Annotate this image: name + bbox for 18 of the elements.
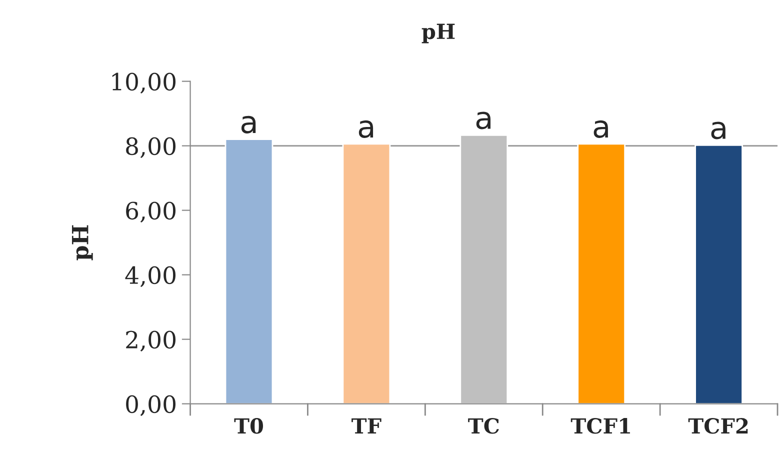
x-tick-label: TCF1 (570, 418, 630, 434)
data-label: a (358, 120, 374, 138)
y-tick-label: 8,00 (126, 137, 176, 158)
y-tick-label: 6,00 (126, 202, 176, 222)
y-tick-label: 4,00 (125, 266, 176, 287)
data-label: a (241, 116, 256, 134)
y-tick-label: 0,00 (126, 395, 176, 416)
chart-title: pH (422, 24, 455, 44)
x-tick-label: TCF2 (688, 418, 748, 434)
x-tick-label: T0 (234, 418, 264, 434)
y-tick-label: 2,00 (126, 330, 176, 352)
y-axis-title: pH (72, 225, 93, 260)
y-tick-label: 10,00 (112, 72, 176, 94)
data-label: a (594, 120, 608, 138)
data-label: a (476, 112, 490, 130)
x-tick-label: TC (468, 418, 499, 434)
data-label: a (711, 122, 726, 140)
x-tick-label: TF (352, 418, 382, 434)
